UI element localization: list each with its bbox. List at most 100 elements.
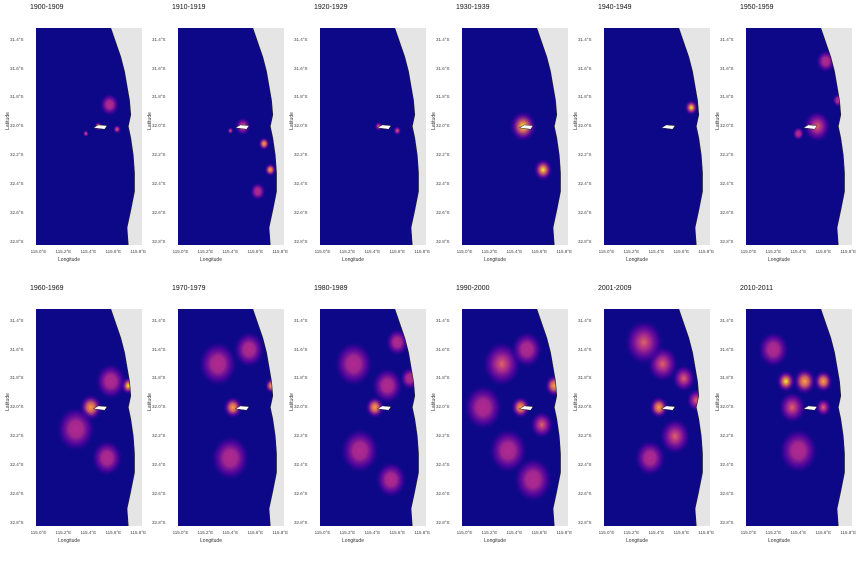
coastline [110,28,135,245]
y-tick-label: 31.8°S [294,94,308,100]
rottnest-island [518,405,534,411]
x-tick-label: 115.0°E [172,249,189,254]
x-tick-label: 115.0°E [740,249,757,254]
x-tick-label: 115.0°E [172,530,189,535]
panel-title: 1990-2000 [456,285,490,292]
y-tick-label: 32.4°S [436,462,450,468]
rottnest-island [92,405,108,411]
y-axis-label: Latitude [289,112,295,130]
y-tick-label: 32.2°S [10,152,24,158]
x-tick-label: 115.2°E [339,530,356,535]
y-axis-label: Latitude [715,393,721,411]
x-axis-label: Longitude [626,257,648,263]
x-tick-label: 115.6°E [389,249,406,254]
x-tick-label: 115.6°E [531,249,548,254]
y-tick-label: 32.6°S [720,491,734,497]
density-hotspot [775,369,796,393]
density-hotspot [671,364,696,393]
y-tick-label: 31.6°S [294,65,308,71]
y-tick-label: 32.6°S [720,210,734,216]
x-tick-label: 115.8°E [272,249,289,254]
y-tick-label: 31.6°S [436,346,450,352]
y-tick-label: 31.8°S [578,94,592,100]
coastline [536,309,561,526]
y-axis-label: Latitude [147,393,153,411]
panel-title: 1920-1929 [314,4,348,11]
y-tick-label: 32.8°S [152,520,166,526]
density-hotspot [778,427,819,474]
density-hotspot [264,162,277,177]
y-tick-label: 32.2°S [10,433,24,439]
x-tick-label: 115.0°E [314,249,331,254]
land-area [820,28,852,245]
y-axis-label: Latitude [715,112,721,130]
density-hotspot [99,93,120,117]
land-area [110,309,142,526]
x-tick-label: 115.2°E [481,530,498,535]
x-tick-label: 115.4°E [364,530,381,535]
coastline [820,309,845,526]
y-tick-label: 32.0°S [152,123,166,129]
y-tick-label: 32.8°S [436,239,450,245]
density-hotspot [510,395,531,419]
density-hotspot [792,367,817,396]
x-tick-label: 115.6°E [247,249,264,254]
x-tick-label: 115.8°E [840,530,857,535]
y-tick-label: 32.8°S [720,239,734,245]
x-tick-label: 115.2°E [765,530,782,535]
density-hotspot [210,434,251,482]
land-area [110,28,142,245]
y-tick-label: 31.6°S [152,346,166,352]
y-tick-label: 32.8°S [10,239,24,245]
x-tick-label: 115.6°E [105,249,122,254]
y-tick-label: 32.8°S [294,239,308,245]
land-area [678,28,710,245]
x-tick-label: 115.8°E [556,249,573,254]
density-hotspot [227,127,234,135]
y-tick-label: 31.8°S [720,375,734,381]
y-tick-label: 32.6°S [10,491,24,497]
y-tick-label: 31.4°S [152,36,166,42]
map-panel: 2001-2009 Latitude 31.4°S 31.6°S 31.8°S 32.0°… [568,281,714,552]
density-hotspot [375,461,408,499]
y-tick-label: 31.4°S [152,317,166,323]
x-tick-label: 115.6°E [815,249,832,254]
y-tick-label: 32.6°S [578,491,592,497]
y-tick-label: 32.4°S [720,181,734,187]
panel-title: 1950-1959 [740,4,774,11]
map-panel: 1990-2000 Latitude 31.4°S 31.6°S 31.8°S 32.0°… [426,281,572,552]
coastline [536,28,561,245]
map-panel: 1960-1969 Latitude 31.4°S 31.6°S 31.8°S 32.0°… [0,281,146,552]
density-map [462,309,568,526]
y-axis-label: Latitude [5,393,11,411]
x-tick-label: 115.8°E [698,249,715,254]
y-tick-label: 32.0°S [720,123,734,129]
density-map [746,309,852,526]
density-hotspot [778,391,807,424]
y-tick-label: 32.0°S [578,123,592,129]
rottnest-island [234,405,250,411]
land-area [820,309,852,526]
density-hotspot [371,367,404,405]
density-hotspot [94,362,127,400]
density-hotspot [113,124,122,134]
rottnest-island [660,405,676,411]
y-tick-label: 31.6°S [720,65,734,71]
x-tick-label: 115.2°E [55,530,72,535]
y-tick-label: 31.6°S [720,346,734,352]
x-tick-label: 115.2°E [765,249,782,254]
y-tick-label: 32.4°S [10,462,24,468]
land-area [252,309,284,526]
density-hotspot [385,328,410,357]
x-tick-label: 115.2°E [197,530,214,535]
y-tick-label: 32.4°S [152,181,166,187]
density-hotspot [222,395,243,419]
coastline [252,309,277,526]
y-axis-label: Latitude [5,112,11,130]
map-panel: 1950-1959 Latitude 31.4°S 31.6°S 31.8°S 32.0°… [710,0,856,271]
density-hotspot [374,121,383,132]
x-tick-label: 115.0°E [598,249,615,254]
density-hotspot [333,340,374,388]
rottnest-island [92,124,108,130]
x-tick-label: 115.6°E [673,249,690,254]
